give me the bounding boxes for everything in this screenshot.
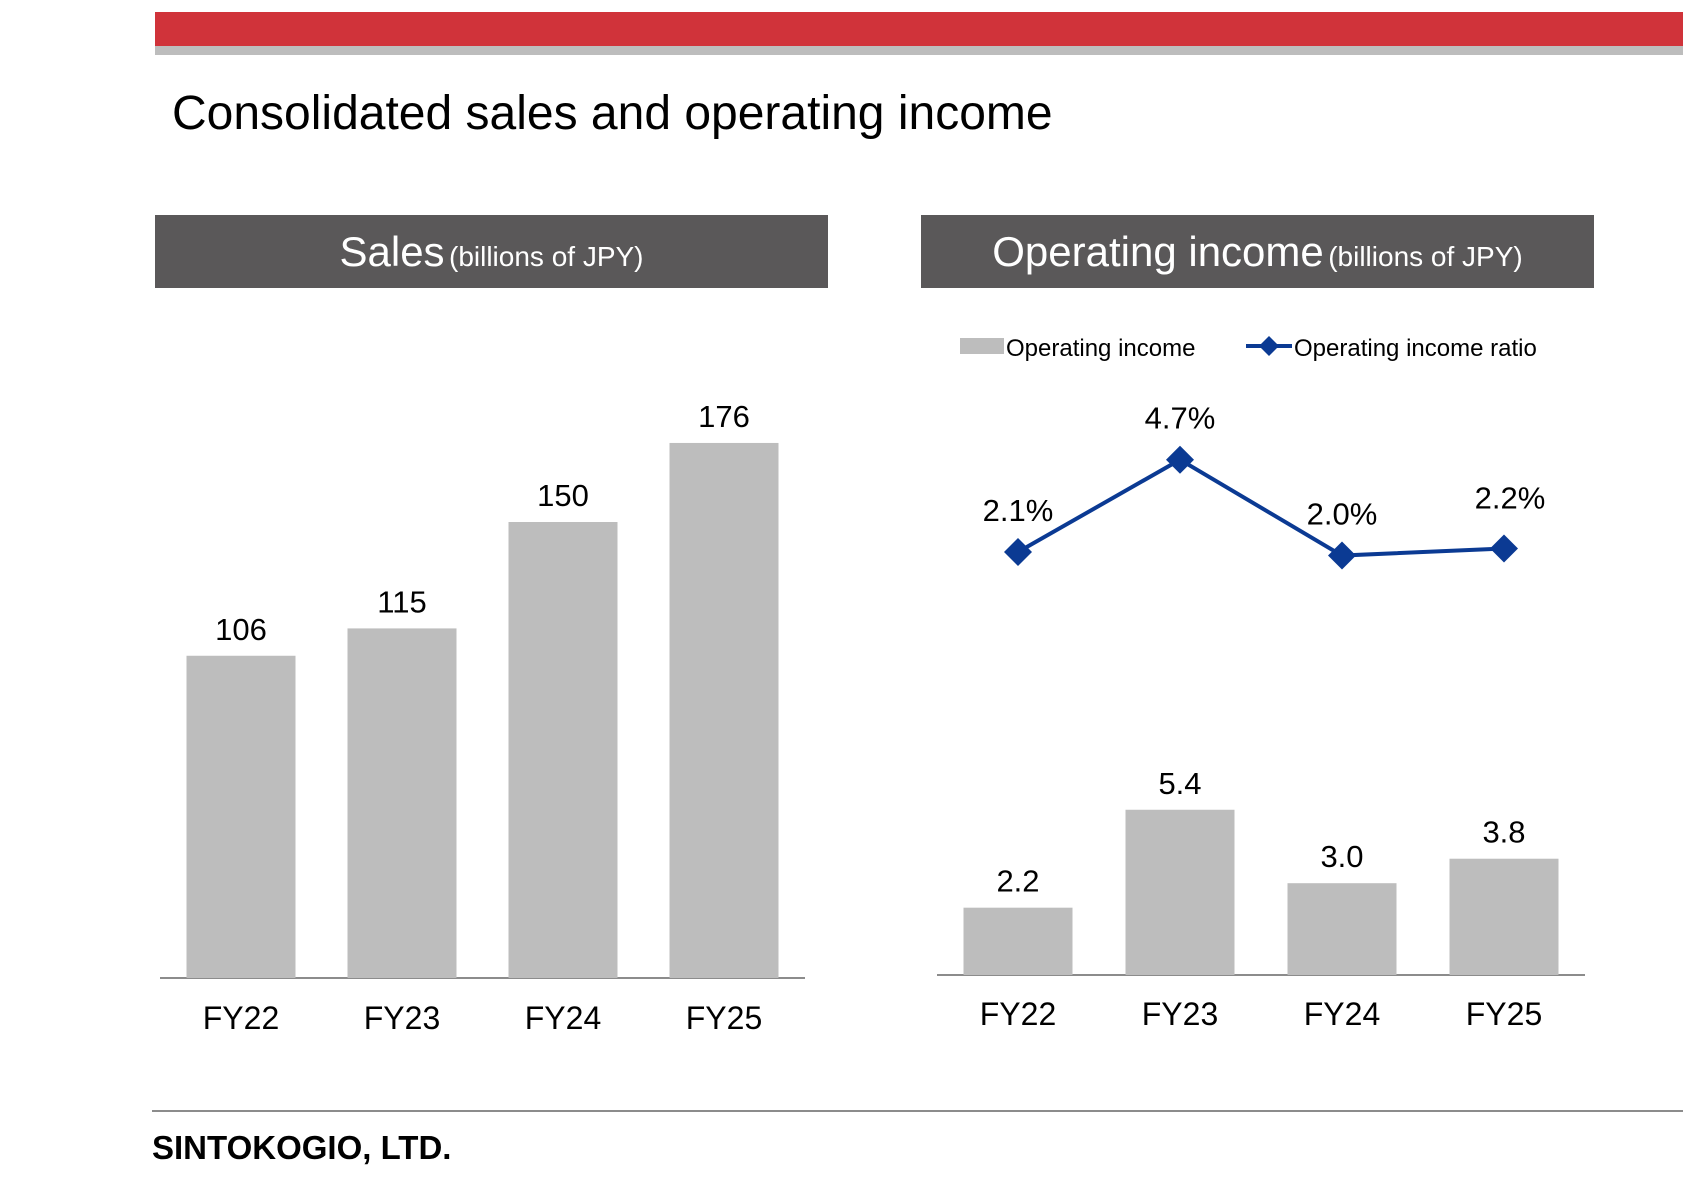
header-underline-bar bbox=[155, 46, 1683, 55]
company-name: SINTOKOGIO, LTD. bbox=[152, 1129, 452, 1166]
sales-x-tick-fy22: FY22 bbox=[203, 1000, 279, 1036]
sales-panel-unit: (billions of JPY) bbox=[449, 241, 644, 272]
operating-income-ratio-label-fy25: 2.2% bbox=[1475, 480, 1546, 515]
operating-income-ratio-marker-fy22 bbox=[1004, 538, 1032, 566]
sales-bar-fy22 bbox=[186, 655, 296, 978]
legend-operating-income-label: Operating income bbox=[1006, 335, 1195, 362]
operating-income-panel-title: Operating income bbox=[992, 228, 1324, 275]
sales-x-tick-fy25: FY25 bbox=[686, 1000, 762, 1036]
footer-divider bbox=[152, 1110, 1683, 1112]
operating-income-ratio-line bbox=[1017, 457, 1505, 558]
header-accent-bar bbox=[155, 12, 1683, 46]
sales-value-label-fy22: 106 bbox=[215, 612, 267, 647]
sales-x-tick-fy23: FY23 bbox=[364, 1000, 440, 1036]
operating-income-ratio-marker-fy24 bbox=[1328, 541, 1356, 570]
operating-income-value-label-fy22: 2.2 bbox=[996, 864, 1039, 899]
sales-bar-fy23 bbox=[347, 628, 457, 978]
operating-income-x-tick-fy25: FY25 bbox=[1466, 996, 1542, 1032]
sales-value-label-fy25: 176 bbox=[698, 399, 750, 434]
operating-income-ratio-label-fy24: 2.0% bbox=[1307, 497, 1378, 532]
operating-income-value-label-fy24: 3.0 bbox=[1320, 839, 1363, 874]
sales-value-label-fy24: 150 bbox=[537, 478, 589, 513]
operating-income-x-tick-fy24: FY24 bbox=[1304, 996, 1380, 1032]
operating-income-x-tick-fy23: FY23 bbox=[1142, 996, 1218, 1032]
operating-income-ratio-marker-fy23 bbox=[1166, 445, 1194, 474]
sales-bar-fy24 bbox=[508, 522, 618, 978]
operating-income-bar-fy24 bbox=[1287, 883, 1397, 975]
operating-income-bar-fy25 bbox=[1449, 858, 1559, 975]
operating-income-ratio-label-fy23: 4.7% bbox=[1145, 401, 1216, 436]
sales-value-label-fy23: 115 bbox=[377, 584, 426, 619]
sales-panel-title: Sales bbox=[339, 228, 445, 275]
operating-income-panel-unit: (billions of JPY) bbox=[1328, 241, 1523, 272]
legend-operating-income-swatch bbox=[960, 338, 1004, 354]
sales-panel-header: Sales (billions of JPY) bbox=[155, 215, 828, 288]
operating-income-bar-fy22 bbox=[963, 907, 1073, 975]
operating-income-value-label-fy23: 5.4 bbox=[1158, 766, 1201, 801]
operating-income-ratio-label-fy22: 2.1% bbox=[983, 493, 1054, 528]
legend-operating-income-ratio-marker bbox=[1259, 336, 1279, 356]
operating-income-x-tick-fy22: FY22 bbox=[980, 996, 1056, 1032]
operating-income-value-label-fy25: 3.8 bbox=[1482, 815, 1525, 850]
sales-bar-fy25 bbox=[669, 442, 779, 979]
sales-x-tick-fy24: FY24 bbox=[525, 1000, 601, 1036]
operating-income-panel-header: Operating income (billions of JPY) bbox=[921, 215, 1594, 288]
operating-income-bar-fy23 bbox=[1125, 809, 1235, 975]
operating-income-ratio-marker-fy25 bbox=[1490, 534, 1518, 563]
legend-operating-income-ratio-label: Operating income ratio bbox=[1294, 335, 1537, 362]
page-title: Consolidated sales and operating income bbox=[172, 87, 1053, 140]
